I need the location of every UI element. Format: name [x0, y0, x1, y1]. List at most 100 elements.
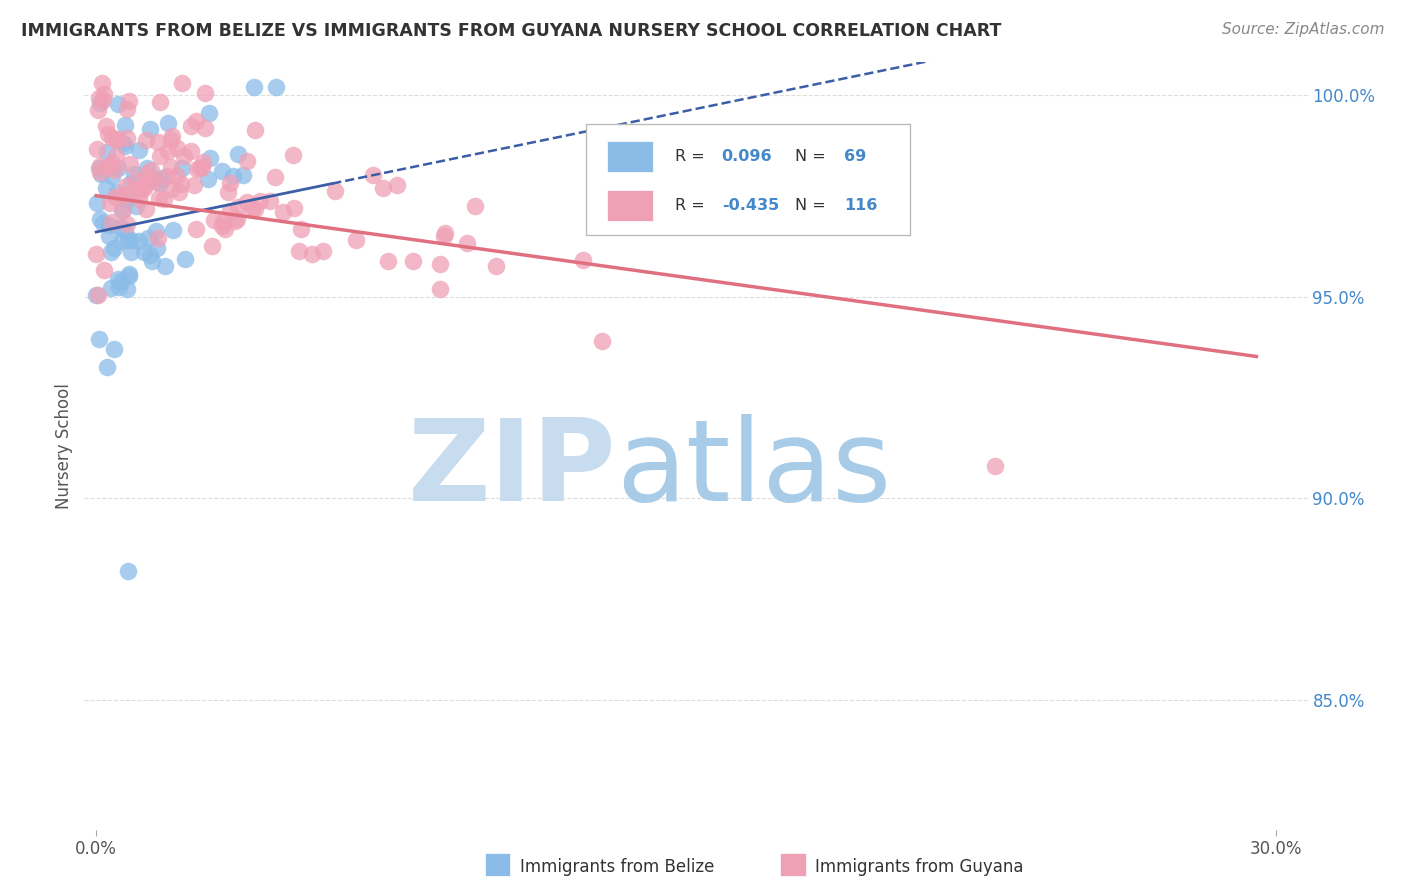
Point [160, 182, 183, 196]
Point [167, 185, 190, 199]
Point [97, 218, 120, 232]
Point [100, 245, 122, 260]
Point [290, 221, 312, 235]
Point [214, 222, 236, 236]
Point [103, 342, 125, 356]
Point [236, 194, 259, 209]
Point [91, 93, 114, 107]
Text: ZIP: ZIP [408, 414, 616, 524]
Point [243, 202, 266, 216]
Point [373, 181, 395, 195]
Point [150, 171, 173, 186]
Point [110, 274, 132, 288]
Point [118, 268, 141, 282]
Point [105, 185, 128, 199]
Point [141, 173, 163, 187]
Point [197, 171, 219, 186]
Point [281, 148, 304, 162]
Point [259, 194, 281, 208]
Point [387, 178, 409, 193]
Point [236, 154, 259, 169]
Point [120, 233, 142, 247]
Point [212, 215, 235, 229]
Point [135, 202, 157, 216]
Point [156, 116, 179, 130]
Point [141, 162, 163, 177]
Point [86, 246, 108, 260]
Point [240, 202, 263, 216]
Point [103, 162, 125, 177]
Point [160, 160, 183, 174]
Point [87, 287, 110, 301]
Point [128, 143, 150, 157]
Point [112, 202, 135, 217]
Point [87, 103, 110, 117]
Point [86, 195, 108, 210]
Point [118, 268, 141, 283]
Point [273, 205, 295, 219]
Point [110, 188, 132, 202]
Point [104, 149, 127, 163]
Point [91, 216, 114, 230]
Point [112, 136, 135, 151]
Point [198, 106, 221, 120]
Point [127, 182, 149, 196]
Point [186, 162, 208, 177]
Point [141, 254, 163, 268]
Point [434, 227, 457, 241]
Point [184, 113, 207, 128]
Point [323, 185, 346, 199]
Text: 69: 69 [844, 149, 866, 164]
Point [115, 103, 138, 117]
Point [191, 155, 214, 169]
Point [96, 145, 118, 160]
Point [429, 257, 451, 271]
Point [429, 282, 451, 296]
Point [120, 244, 142, 259]
Point [232, 168, 254, 182]
Point [219, 203, 242, 218]
Point [484, 259, 506, 273]
Point [211, 164, 233, 178]
Point [149, 176, 172, 190]
Point [456, 236, 478, 251]
Point [172, 76, 194, 90]
Point [191, 160, 214, 174]
Point [87, 161, 110, 175]
Text: IMMIGRANTS FROM BELIZE VS IMMIGRANTS FROM GUYANA NURSERY SCHOOL CORRELATION CHAR: IMMIGRANTS FROM BELIZE VS IMMIGRANTS FRO… [21, 22, 1001, 40]
Point [93, 87, 115, 101]
Point [180, 145, 202, 159]
Point [186, 221, 208, 235]
Point [114, 224, 136, 238]
Text: 116: 116 [844, 198, 877, 213]
Point [402, 254, 425, 268]
Point [100, 215, 122, 229]
Point [464, 199, 486, 213]
Point [153, 192, 176, 206]
Point [111, 202, 134, 217]
Point [143, 171, 166, 186]
Point [243, 79, 266, 94]
Point [170, 177, 193, 191]
Point [104, 190, 127, 204]
Point [226, 146, 249, 161]
Point [115, 179, 138, 194]
Point [224, 214, 246, 228]
Point [134, 178, 156, 193]
Point [145, 174, 167, 188]
Point [128, 234, 150, 248]
Point [115, 283, 138, 297]
Point [211, 219, 233, 234]
Point [115, 131, 138, 145]
Point [572, 253, 595, 268]
Point [135, 161, 157, 175]
Point [101, 169, 124, 183]
Point [132, 244, 155, 259]
Point [138, 230, 160, 244]
Point [266, 79, 288, 94]
Point [432, 228, 454, 243]
Text: Immigrants from Guyana: Immigrants from Guyana [815, 858, 1024, 876]
Point [84, 287, 107, 301]
Point [361, 168, 384, 182]
Point [183, 178, 205, 193]
